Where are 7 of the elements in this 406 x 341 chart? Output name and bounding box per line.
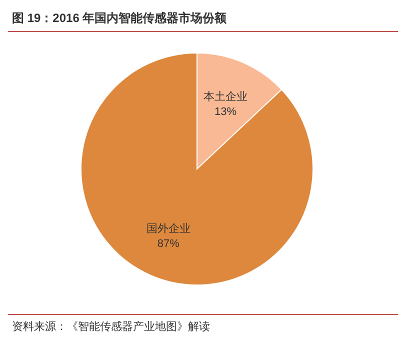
pie-slice <box>80 52 314 286</box>
slice-label: 国外企业 <box>146 222 190 236</box>
data-label: 13% <box>214 106 237 118</box>
data-label: 87% <box>157 238 180 250</box>
text: 资料来源：《智能传感器产业地图》解读 <box>11 320 211 335</box>
chart-title: 图 19：2016 年国内智能传感器市场份额 <box>11 10 228 27</box>
slice-label: 本土企业 <box>204 90 248 103</box>
